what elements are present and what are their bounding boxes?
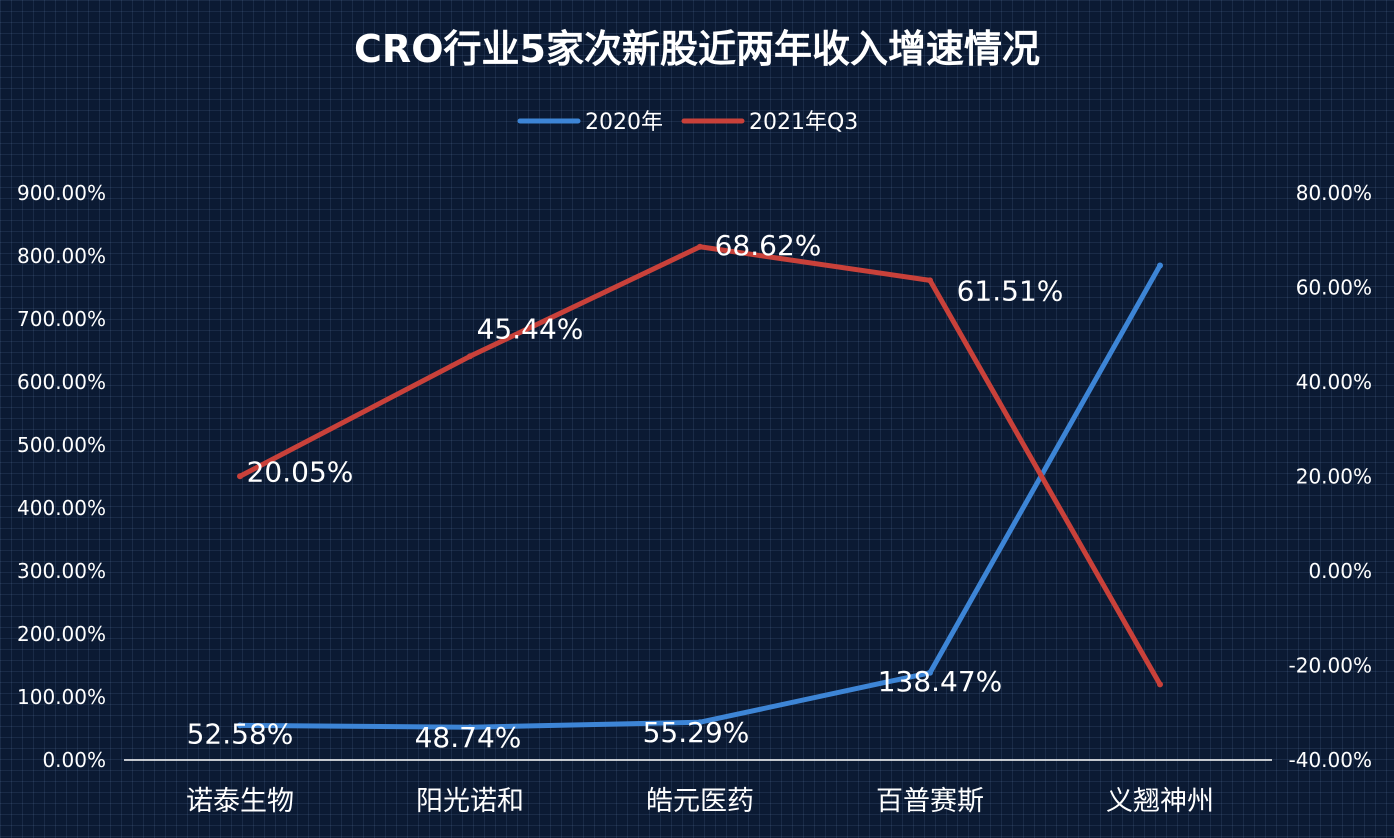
right-tick-label: 60.00% xyxy=(1296,276,1372,300)
data-label: 61.51% xyxy=(957,274,1064,307)
data-point xyxy=(697,719,703,726)
data-point xyxy=(927,277,933,284)
data-point xyxy=(237,722,243,729)
legend-label-2020: 2020年 xyxy=(585,110,663,135)
data-point xyxy=(1157,262,1163,269)
left-tick-label: 300.00% xyxy=(17,559,106,583)
legend-label-2021q3: 2021年Q3 xyxy=(749,110,858,135)
data-label: 55.29% xyxy=(643,716,750,749)
data-label: 52.58% xyxy=(187,717,294,750)
data-point xyxy=(697,243,703,250)
data-label: 20.05% xyxy=(247,455,354,488)
left-tick-label: 800.00% xyxy=(17,244,106,268)
category-label: 皓元医药 xyxy=(646,786,754,817)
left-tick-label: 0.00% xyxy=(42,748,106,772)
data-label: 48.74% xyxy=(415,721,522,754)
data-label: 138.47% xyxy=(878,665,1003,698)
series-lines xyxy=(237,243,1163,731)
data-labels: 52.58% 48.74% 55.29% 138.47% 20.05% 45.44% 68.… xyxy=(187,229,1064,754)
category-label: 百普赛斯 xyxy=(876,786,984,817)
data-label: 68.62% xyxy=(715,229,822,262)
legend: 2020年 2021年Q3 xyxy=(517,110,858,135)
series-line xyxy=(237,244,1163,687)
x-axis-categories: 诺泰生物 阳光诺和 皓元医药 百普赛斯 义翘神州 xyxy=(186,786,1214,817)
left-tick-label: 700.00% xyxy=(17,307,106,331)
data-point xyxy=(467,724,473,731)
left-tick-label: 600.00% xyxy=(17,370,106,394)
data-point xyxy=(927,669,933,676)
left-y-axis: 0.00% 100.00% 200.00% 300.00% 400.00% 500.00%… xyxy=(17,181,106,772)
right-tick-label: 0.00% xyxy=(1308,559,1372,583)
right-tick-label: -20.00% xyxy=(1289,654,1372,678)
data-label: 45.44% xyxy=(477,312,584,345)
data-point xyxy=(467,353,473,360)
left-tick-label: 400.00% xyxy=(17,496,106,520)
category-label: 义翘神州 xyxy=(1106,786,1214,817)
left-tick-label: 200.00% xyxy=(17,622,106,646)
right-tick-label: 20.00% xyxy=(1296,465,1372,489)
category-label: 诺泰生物 xyxy=(186,786,294,817)
chart-title: CRO行业5家次新股近两年收入增速情况 xyxy=(354,27,1040,71)
category-label: 阳光诺和 xyxy=(416,786,524,817)
series-line xyxy=(237,262,1163,730)
left-tick-label: 900.00% xyxy=(17,181,106,205)
left-tick-label: 500.00% xyxy=(17,433,106,457)
right-tick-label: 40.00% xyxy=(1296,370,1372,394)
data-point xyxy=(1157,681,1163,688)
right-tick-label: -40.00% xyxy=(1289,748,1372,772)
left-tick-label: 100.00% xyxy=(17,685,106,709)
right-tick-label: 80.00% xyxy=(1296,181,1372,205)
data-point xyxy=(237,473,243,480)
right-y-axis: -40.00% -20.00% 0.00% 20.00% 40.00% 60.00% 80.… xyxy=(1289,181,1372,772)
